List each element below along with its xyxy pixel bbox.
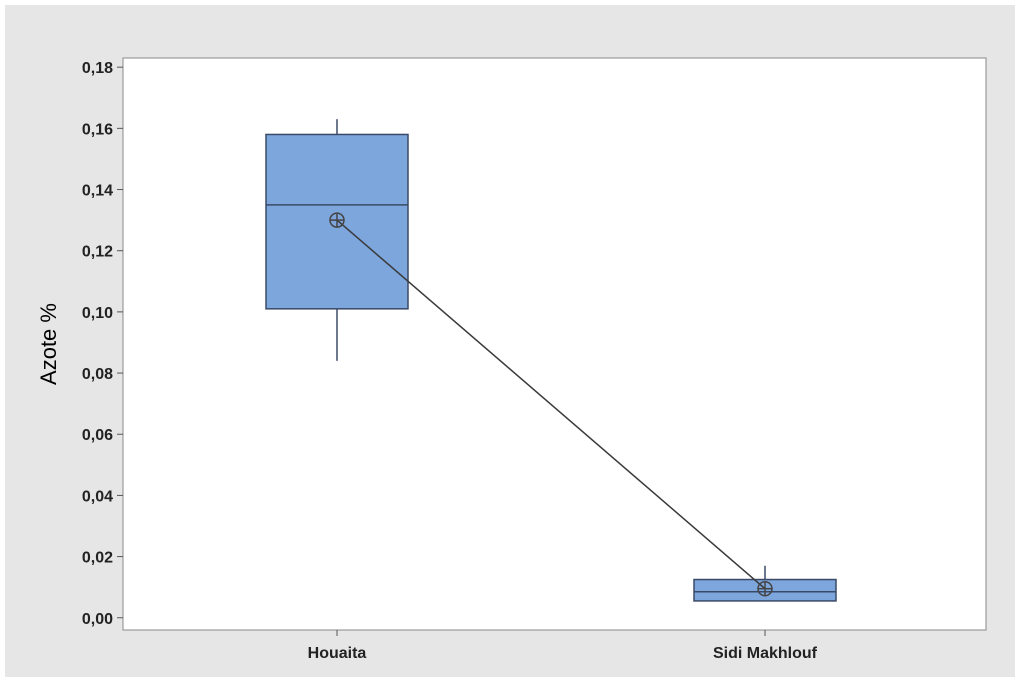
x-tick-label: Houaita [308,645,367,662]
mean-connect-polyline [336,219,766,590]
y-tick-label: 0,16 [82,121,113,138]
chart-frame: 0,00 0,02 0,04 0,06 0,08 0,10 0,12 0,14 0,16 0,18… [5,5,1015,677]
plot-area [122,57,987,631]
boxplot-chart: 0,00 0,02 0,04 0,06 0,08 0,10 0,12 0,14 0,16 0,18… [36,57,987,662]
mean-markers [329,212,773,597]
y-tick-label: 0,10 [82,305,113,322]
y-tick-label: 0,12 [82,244,113,261]
y-tick-label: 0,08 [82,366,113,383]
y-axis-label: Azote % [36,303,61,385]
x-axis: Houaita Sidi Makhlouf [308,630,818,662]
x-tick-label: Sidi Makhlouf [713,645,818,662]
y-tick-label: 0,06 [82,427,113,444]
y-axis: 0,00 0,02 0,04 0,06 0,08 0,10 0,12 0,14 0,16 0,18 [82,60,123,628]
y-tick-label: 0,14 [82,183,113,200]
y-tick-label: 0,02 [82,550,113,567]
y-tick-label: 0,04 [82,488,113,505]
y-tick-label: 0,00 [82,611,113,628]
mean-connect-line [336,219,766,590]
y-tick-label: 0,18 [82,60,113,77]
mean-marker [757,580,773,597]
mean-marker [329,212,345,228]
